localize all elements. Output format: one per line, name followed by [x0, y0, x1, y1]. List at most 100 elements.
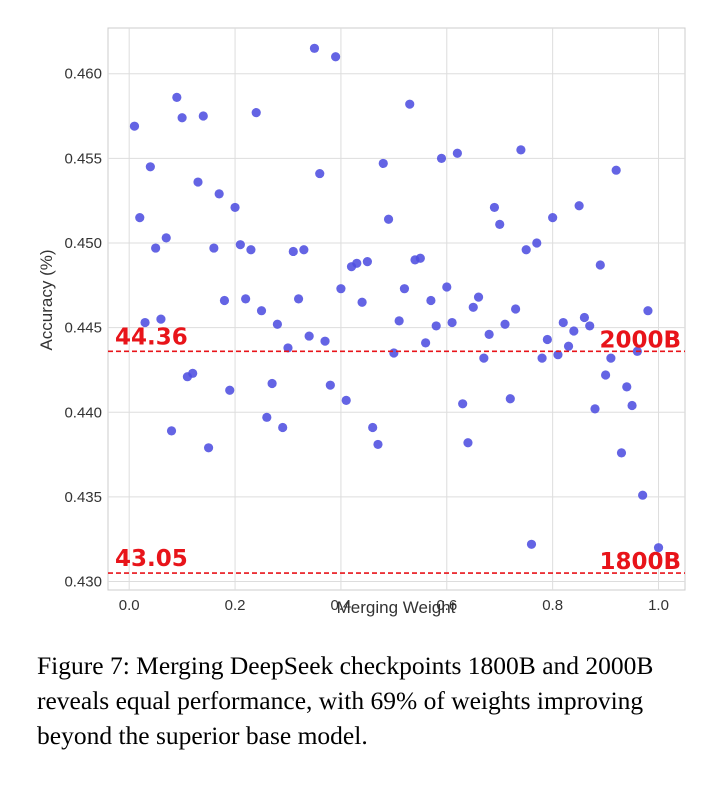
data-point: [172, 92, 182, 103]
data-point: [256, 306, 267, 316]
data-point: [267, 378, 277, 389]
data-point: [177, 113, 187, 123]
data-point: [606, 353, 616, 363]
data-point: [278, 422, 288, 433]
data-point: [230, 202, 240, 213]
data-point: [627, 400, 637, 411]
data-point: [558, 317, 568, 328]
data-point: [426, 295, 436, 306]
data-point: [463, 438, 473, 448]
data-point: [394, 316, 404, 326]
data-point: [383, 214, 394, 224]
data-point: [325, 380, 335, 390]
data-point: [415, 253, 425, 263]
data-point: [288, 246, 298, 257]
data-point: [526, 539, 537, 549]
data-point: [331, 52, 341, 62]
data-point: [203, 443, 214, 453]
reference-lines: 44.36 2000B 43.05 1800B: [108, 324, 685, 575]
data-point: [479, 353, 489, 363]
reference-value-label: 44.36: [115, 324, 188, 350]
data-point: [304, 331, 314, 341]
data-point: [542, 334, 552, 345]
data-point: [161, 233, 171, 243]
data-point: [246, 245, 256, 255]
data-point: [442, 282, 452, 292]
data-point: [362, 257, 372, 267]
data-point: [135, 212, 145, 223]
data-point: [373, 439, 383, 450]
data-point: [320, 336, 330, 346]
data-point: [569, 326, 579, 336]
y-axis-title: Accuracy (%): [37, 249, 56, 350]
x-tick-label: 0.6: [436, 597, 457, 614]
data-point: [293, 294, 304, 304]
x-tick-labels: 0.0 0.2 0.4 0.6 0.8 1.0: [119, 597, 669, 614]
data-point: [341, 395, 351, 406]
data-point: [595, 260, 605, 270]
data-point: [585, 321, 595, 331]
data-point: [378, 158, 388, 169]
data-point: [622, 382, 632, 392]
x-tick-label: 0.0: [119, 597, 140, 614]
reference-checkpoint-label: 2000B: [599, 327, 681, 353]
data-point: [452, 148, 462, 158]
data-point: [399, 284, 410, 294]
data-point: [495, 219, 505, 229]
y-tick-label: 0.460: [64, 66, 102, 83]
x-tick-label: 0.4: [330, 597, 351, 614]
scatter-chart: 0.0 0.2 0.4 0.6 0.8 1.0 0.4300.4350.4400.4450…: [37, 27, 686, 617]
data-point: [489, 202, 500, 213]
data-point: [421, 338, 431, 348]
y-tick-label: 0.445: [64, 320, 102, 337]
plot-area: [107, 27, 686, 591]
data-point: [511, 304, 521, 314]
data-point: [235, 240, 245, 250]
data-point: [611, 165, 621, 175]
x-tick-label: 0.2: [225, 597, 246, 614]
data-point: [368, 422, 378, 433]
data-point: [537, 353, 547, 363]
data-point: [357, 297, 367, 307]
data-point: [166, 426, 177, 436]
data-point: [643, 306, 653, 316]
x-gridlines: [128, 28, 660, 590]
data-point: [638, 490, 648, 500]
data-point: [145, 162, 155, 172]
data-point: [241, 294, 251, 304]
x-tick-label: 0.8: [542, 597, 563, 614]
data-point: [653, 543, 664, 553]
data-point: [389, 348, 399, 358]
data-point: [468, 302, 478, 312]
data-point: [500, 319, 510, 329]
data-point: [336, 284, 346, 294]
data-point: [262, 412, 272, 422]
y-tick-label: 0.435: [64, 489, 102, 506]
data-point: [299, 245, 309, 255]
data-point: [516, 145, 526, 155]
data-point: [579, 312, 590, 323]
data-point: [616, 448, 627, 458]
figure-caption: Figure 7: Merging DeepSeek checkpoints 1…: [37, 651, 654, 750]
data-point: [352, 258, 362, 268]
data-point: [521, 245, 531, 255]
data-point: [214, 189, 224, 199]
reference-checkpoint-label: 1800B: [599, 549, 681, 575]
data-point: [436, 153, 447, 163]
data-point: [447, 317, 457, 328]
y-tick-label: 0.430: [64, 574, 102, 591]
data-point: [188, 368, 198, 378]
data-point: [473, 292, 484, 302]
data-point: [484, 329, 494, 339]
data-point: [283, 343, 293, 353]
data-point: [600, 370, 611, 380]
data-point: [532, 238, 542, 248]
x-tick-label: 1.0: [648, 597, 669, 614]
data-point: [405, 99, 415, 109]
data-point: [198, 111, 208, 121]
data-point: [193, 177, 203, 187]
data-point: [209, 243, 219, 253]
data-points: [129, 43, 664, 553]
y-tick-labels: 0.430 0.435 0.440 0.445 0.450 0.455 0.460: [64, 66, 102, 591]
data-point: [140, 317, 150, 328]
